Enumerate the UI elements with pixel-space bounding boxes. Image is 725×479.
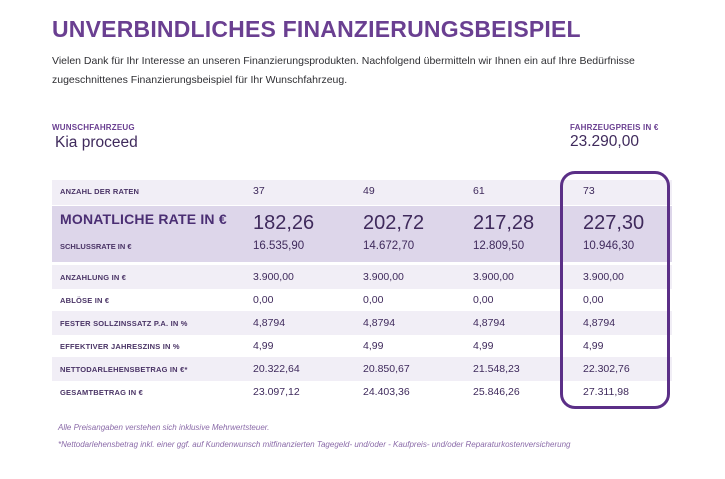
row-label-down-payment: ANZAHLUNG IN € <box>60 273 127 282</box>
fixed-interest-col-4: 4,8794 <box>583 317 616 329</box>
net-loan-col-3: 21.548,23 <box>473 363 520 375</box>
final-rate-col-1: 16.535,90 <box>253 240 305 252</box>
monthly-rate-col-1: 182,26 <box>253 212 315 234</box>
vat-footnote: Alle Preisangaben verstehen sich inklusi… <box>58 423 270 432</box>
intro-text: Vielen Dank für Ihr Interesse an unseren… <box>52 55 635 86</box>
monthly-rate-col-2: 202,72 <box>363 212 425 234</box>
payoff-col-2: 0,00 <box>363 294 384 306</box>
effective-rate-col-2: 4,99 <box>363 340 384 352</box>
fixed-interest-col-3: 4,8794 <box>473 317 506 329</box>
selected-plan-highlight <box>560 171 670 409</box>
installments-col-2: 49 <box>363 185 375 197</box>
fixed-interest-col-1: 4,8794 <box>253 317 286 329</box>
net-loan-col-1: 20.322,64 <box>253 363 300 375</box>
payoff-col-4: 0,00 <box>583 294 604 306</box>
row-label-effective-rate: EFFEKTIVER JAHRESZINS IN % <box>60 342 180 351</box>
monthly-rate-col-4: 227,30 <box>583 212 645 234</box>
net-loan-col-4: 22.302,76 <box>583 363 630 375</box>
installments-col-3: 61 <box>473 185 485 197</box>
row-label-total-amount: GESAMTBETRAG IN € <box>60 388 143 397</box>
effective-rate-col-3: 4,99 <box>473 340 494 352</box>
vehicle-value: Kia proceed <box>55 134 138 151</box>
row-label-monthly-rate: MONATLICHE RATE IN € <box>60 211 227 227</box>
monthly-rate-col-3: 217,28 <box>473 212 535 234</box>
total-amount-col-1: 23.097,12 <box>253 386 300 398</box>
vehicle-label: WUNSCHFAHRZEUG <box>52 123 135 132</box>
total-amount-col-4: 27.311,98 <box>583 386 629 398</box>
row-label-final-rate: SCHLUSSRATE IN € <box>60 242 132 251</box>
payoff-col-3: 0,00 <box>473 294 494 306</box>
row-band-interest-rate <box>52 311 672 335</box>
down-payment-col-2: 3.900,00 <box>363 271 404 283</box>
down-payment-col-3: 3.900,00 <box>473 271 514 283</box>
payoff-col-1: 0,00 <box>253 294 274 306</box>
row-label-net-loan: NETTODARLEHENSBETRAG IN €* <box>60 365 188 374</box>
row-band-net-loan <box>52 357 672 381</box>
installments-col-1: 37 <box>253 185 265 197</box>
final-rate-col-3: 12.809,50 <box>473 240 525 252</box>
row-band-down-payment <box>52 265 672 289</box>
row-label-payoff: ABLÖSE IN € <box>60 296 110 305</box>
price-value: 23.290,00 <box>570 133 639 150</box>
final-rate-col-2: 14.672,70 <box>363 240 415 252</box>
row-label-fixed-interest-rate: FESTER SOLLZINSSATZ P.A. IN % <box>60 319 188 328</box>
net-loan-col-2: 20.850,67 <box>363 363 410 375</box>
price-label: FAHRZEUGPREIS IN € <box>570 123 659 132</box>
down-payment-col-4: 3.900,00 <box>583 271 624 283</box>
down-payment-col-1: 3.900,00 <box>253 271 294 283</box>
total-amount-col-3: 25.846,26 <box>473 386 520 398</box>
page-title: UNVERBINDLICHES FINANZIERUNGSBEISPIEL <box>52 16 581 42</box>
fixed-interest-col-2: 4,8794 <box>363 317 396 329</box>
installments-col-4: 73 <box>583 185 595 197</box>
total-amount-col-2: 24.403,36 <box>363 386 410 398</box>
effective-rate-col-4: 4,99 <box>583 340 604 352</box>
final-rate-col-4: 10.946,30 <box>583 240 635 252</box>
row-band-monthly-rate <box>52 206 672 262</box>
net-loan-footnote: *Nettodarlehensbetrag inkl. einer ggf. a… <box>58 440 571 449</box>
effective-rate-col-1: 4,99 <box>253 340 274 352</box>
row-label-installments: ANZAHL DER RATEN <box>60 187 140 196</box>
